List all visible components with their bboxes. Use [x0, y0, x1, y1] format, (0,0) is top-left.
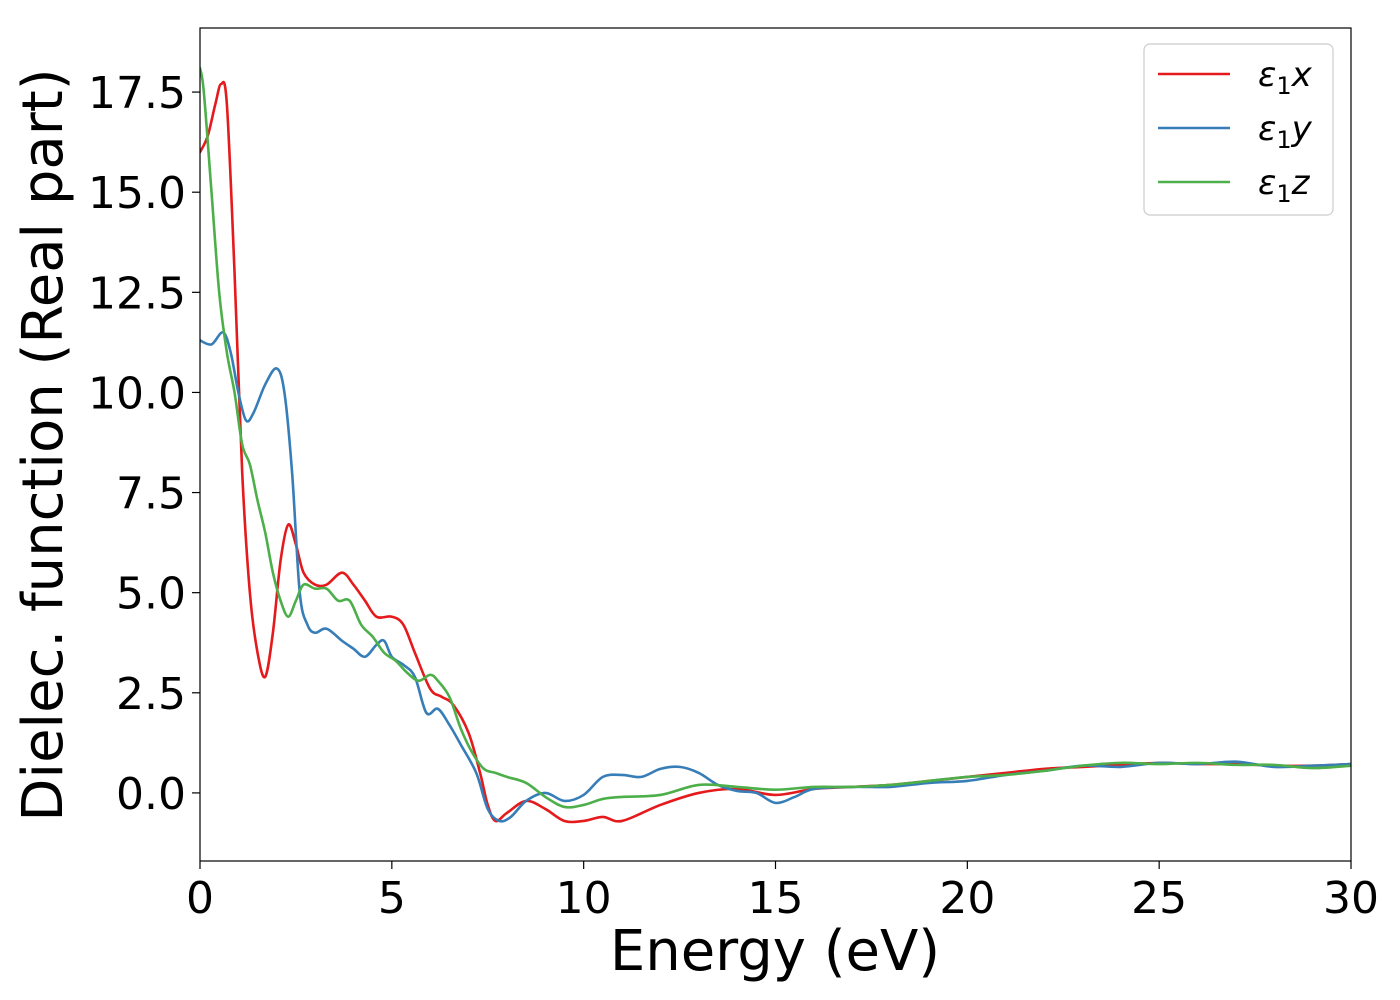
legend-label-1: ε1x	[1258, 55, 1313, 100]
legend: ε1x ε1y ε1z	[1143, 43, 1334, 216]
y-tick-label: 5.0	[116, 569, 186, 620]
y-tick-label: 15.0	[88, 168, 186, 219]
x-tick-label: 15	[748, 873, 804, 924]
x-axis-ticks: 0 5 10 15 20 25 30	[186, 861, 1379, 924]
x-tick-label: 0	[186, 873, 214, 924]
y-tick-label: 2.5	[116, 669, 186, 720]
series-line-2	[200, 331, 1351, 823]
x-tick-label: 30	[1323, 873, 1379, 924]
series-layer	[200, 66, 1351, 824]
y-tick-label: 0.0	[116, 769, 186, 820]
y-tick-label: 12.5	[88, 268, 186, 319]
x-tick-label: 10	[556, 873, 612, 924]
x-tick-label: 20	[939, 873, 995, 924]
y-axis-label: Dielec. function (Real part)	[11, 68, 76, 821]
y-axis-ticks: 0.0 2.5 5.0 7.5 10.0 12.5 15.0 17.5	[88, 68, 200, 820]
x-axis-label: Energy (eV)	[610, 919, 940, 984]
y-tick-label: 17.5	[88, 68, 186, 119]
y-tick-label: 10.0	[88, 368, 186, 419]
x-tick-label: 5	[378, 873, 406, 924]
legend-box	[1143, 43, 1334, 216]
x-tick-label: 25	[1131, 873, 1187, 924]
y-tick-label: 7.5	[116, 469, 186, 520]
series-line-3	[200, 66, 1351, 809]
legend-label-2: ε1y	[1258, 109, 1313, 154]
legend-label-3: ε1z	[1258, 163, 1311, 208]
